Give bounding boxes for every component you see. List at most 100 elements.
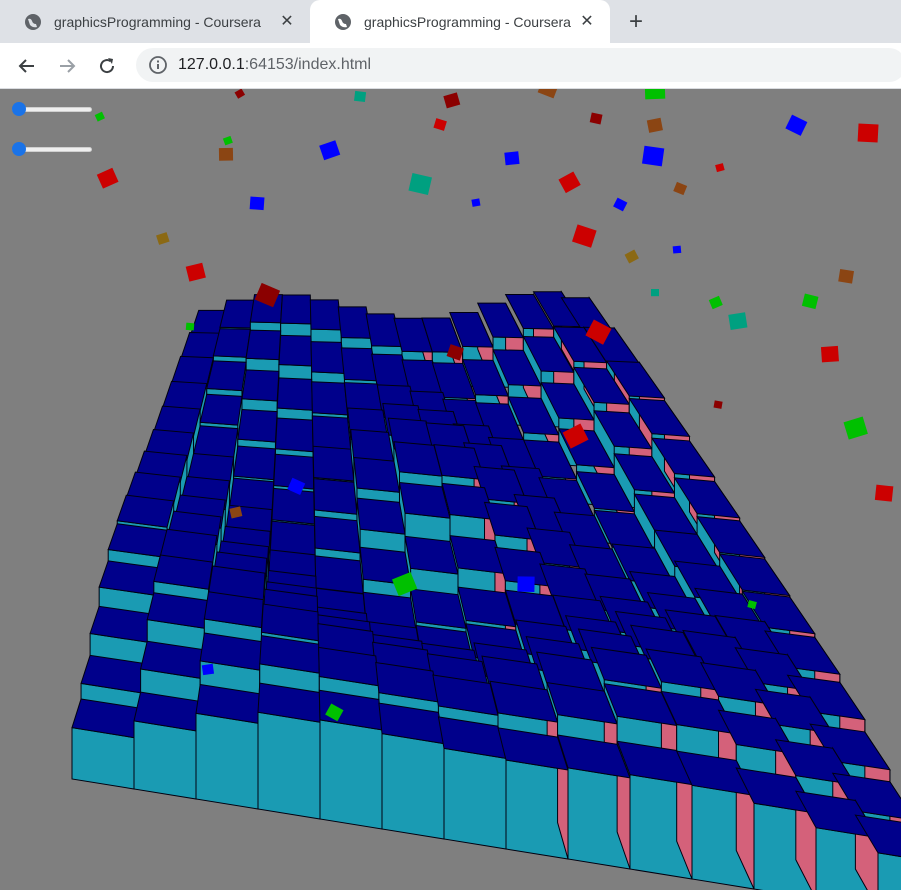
confetti-square xyxy=(715,163,725,173)
slider-1[interactable] xyxy=(12,101,92,117)
cube-face-top xyxy=(313,515,361,554)
reload-button[interactable] xyxy=(92,51,122,81)
confetti-square xyxy=(433,118,447,131)
cube-face-front xyxy=(257,711,321,820)
browser-toolbar: 127.0.0.1:64153/index.html xyxy=(0,43,901,89)
cube-face-top xyxy=(353,456,401,493)
confetti-square xyxy=(646,117,663,133)
slider-2[interactable] xyxy=(12,141,92,157)
confetti-square xyxy=(708,295,723,310)
confetti-square xyxy=(747,600,757,610)
cube-face-top xyxy=(245,329,282,361)
confetti-square xyxy=(229,506,243,519)
slider-thumb[interactable] xyxy=(12,142,26,156)
confetti-square xyxy=(446,344,464,361)
confetti-square xyxy=(443,92,461,109)
webgl-canvas[interactable] xyxy=(0,89,901,890)
confetti-square xyxy=(857,123,879,143)
globe-icon xyxy=(25,13,41,30)
cube-face-top xyxy=(274,417,314,453)
cube-face-top xyxy=(237,408,278,443)
confetti-square xyxy=(644,89,666,100)
confetti-square xyxy=(801,293,819,310)
cube-face-top xyxy=(356,497,406,535)
cube-face-front xyxy=(443,747,507,850)
cube-face-top xyxy=(241,369,280,402)
confetti-square xyxy=(94,111,105,122)
cube-face-top xyxy=(219,299,256,329)
confetti-square xyxy=(471,198,481,207)
arrow-left-icon xyxy=(18,59,34,73)
cube-face-top xyxy=(206,360,247,392)
confetti-square xyxy=(234,89,246,99)
confetti-square xyxy=(613,197,628,212)
confetti-square xyxy=(585,319,612,345)
confetti-square xyxy=(651,289,659,297)
confetti-square xyxy=(672,245,682,254)
cube-face-top xyxy=(314,555,364,595)
cube-face-front xyxy=(71,727,135,790)
close-tab-icon[interactable]: ✕ xyxy=(580,13,594,30)
cube-face-top xyxy=(605,360,666,399)
cube-face-top xyxy=(125,471,181,505)
confetti-square xyxy=(537,89,559,99)
cube-face-top xyxy=(212,328,251,358)
confetti-square xyxy=(156,232,170,245)
tab-title: graphicsProgramming - Coursera xyxy=(54,13,261,30)
cube-face-front xyxy=(319,719,383,830)
cube-face-top xyxy=(309,299,342,331)
confetti-square xyxy=(843,416,868,440)
cube-face-top xyxy=(650,437,716,478)
cube-face-top xyxy=(170,355,214,386)
url-host: 127.0.0.1 xyxy=(178,56,245,73)
confetti-square xyxy=(325,703,344,722)
cube-face-front xyxy=(381,733,445,840)
confetti-square xyxy=(728,312,748,331)
cube-face-front xyxy=(195,712,259,810)
cube-face-top xyxy=(311,415,352,451)
cube-face-top xyxy=(673,477,741,519)
cube-face-top xyxy=(199,393,243,426)
tab-active[interactable]: graphicsProgramming - Coursera ✕ xyxy=(310,0,610,43)
confetti-square xyxy=(408,173,432,196)
cube-face-top xyxy=(311,381,349,416)
confetti-square xyxy=(249,196,265,211)
cube-face-top xyxy=(410,588,467,629)
tab-inactive[interactable]: graphicsProgramming - Coursera ✕ xyxy=(0,0,310,43)
info-icon[interactable] xyxy=(148,55,168,75)
confetti-square xyxy=(713,400,723,409)
forward-button[interactable] xyxy=(52,51,82,81)
cube-face-top xyxy=(404,535,459,575)
close-tab-icon[interactable]: ✕ xyxy=(280,13,294,30)
confetti-square xyxy=(673,181,688,196)
cube-face-top xyxy=(313,478,358,515)
slider-thumb[interactable] xyxy=(12,102,26,116)
cube-face-top xyxy=(854,814,901,858)
cube-face-front xyxy=(877,852,901,890)
confetti-square xyxy=(785,114,808,136)
address-bar[interactable]: 127.0.0.1:64153/index.html xyxy=(136,48,901,82)
cube-face-top xyxy=(310,341,346,374)
confetti-square xyxy=(589,112,603,125)
cube-face-top xyxy=(280,294,312,325)
confetti-square xyxy=(354,90,367,103)
confetti-square xyxy=(641,145,665,167)
cube-face-top xyxy=(192,425,239,459)
confetti-square xyxy=(319,140,341,161)
confetti-square xyxy=(838,268,855,284)
back-button[interactable] xyxy=(12,51,42,81)
confetti-square xyxy=(222,135,233,146)
cube-face-top xyxy=(152,405,201,437)
tab-bar: graphicsProgramming - Coursera ✕ graphic… xyxy=(0,0,901,43)
confetti-square xyxy=(820,345,839,363)
confetti-square xyxy=(624,249,639,264)
cube-face-top xyxy=(278,334,313,367)
cube-face-top xyxy=(831,772,901,819)
confetti-square xyxy=(874,484,894,502)
new-tab-button[interactable]: + xyxy=(628,8,643,35)
cube-face-top xyxy=(398,481,451,519)
confetti-square xyxy=(185,322,195,331)
confetti-square xyxy=(201,663,215,676)
reload-icon xyxy=(100,58,115,74)
confetti-square xyxy=(562,423,589,449)
